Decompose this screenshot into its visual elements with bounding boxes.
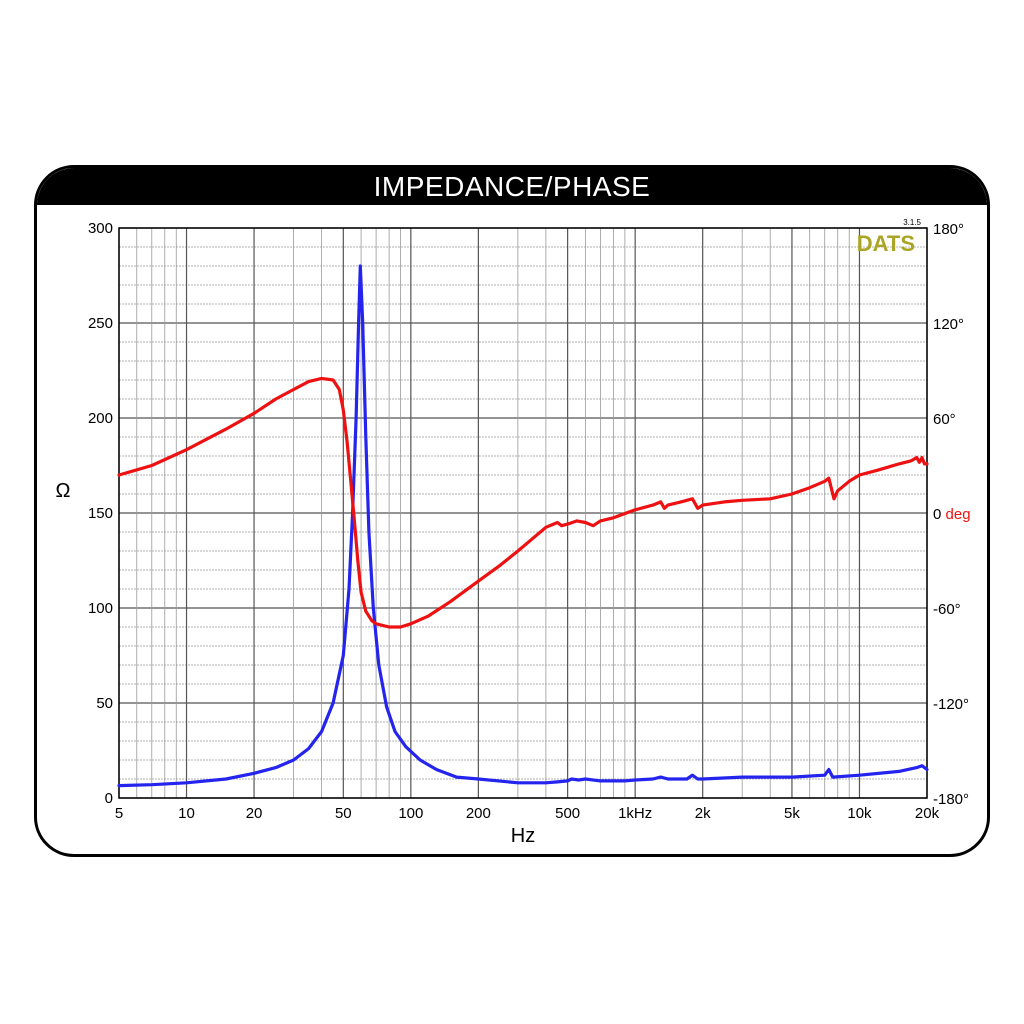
impedance-phase-chart: 0 50 100 150 200 250 300 180° 120° 60° 0 deg -60° -1… [56, 218, 971, 847]
y-tick-label: 200 [88, 410, 113, 427]
y-tick-label: 0 [105, 790, 113, 807]
y-tick-label: 100 [88, 600, 113, 617]
x-tick-label: 200 [466, 805, 491, 822]
y-tick-label: 300 [88, 220, 113, 237]
x-tick-label: 10 [178, 805, 195, 822]
y2-tick-label: -60° [933, 601, 961, 618]
x-axis-title: Hz [511, 825, 535, 847]
x-tick-label: 2k [695, 805, 711, 822]
x-tick-label: 50 [335, 805, 352, 822]
y2-tick-label: 180° [933, 221, 964, 238]
x-tick-label: 20k [915, 805, 940, 822]
brand-logo: 3.1.5 DATS [857, 218, 922, 256]
plot-border [118, 227, 928, 799]
y2-tick-label: 120° [933, 316, 964, 333]
x-tick-label: 5 [115, 805, 123, 822]
x-tick-label: 20 [246, 805, 263, 822]
grid [118, 227, 928, 799]
brand-version: 3.1.5 [903, 218, 921, 227]
y2-tick-label: 0 deg [933, 506, 971, 523]
impedance-curve [117, 264, 929, 788]
x-tick-label: 5k [784, 805, 800, 822]
x-tick-label: 100 [398, 805, 423, 822]
y2-tick-label: 60° [933, 411, 956, 428]
y2-unit-label: deg [941, 506, 970, 523]
y-tick-label: 150 [88, 505, 113, 522]
y-tick-label: 250 [88, 315, 113, 332]
x-tick-label: 1kHz [618, 805, 652, 822]
x-tick-label: 500 [555, 805, 580, 822]
y2-tick-label: -180° [933, 791, 969, 808]
y-axis-title: Ω [56, 480, 71, 502]
x-tick-label: 10k [847, 805, 872, 822]
curves [117, 264, 929, 788]
phase-curve [117, 376, 929, 629]
brand-name: DATS [857, 231, 915, 256]
y2-tick-label: -120° [933, 696, 969, 713]
chart-frame: IMPEDANCE/PHASE 0 50 100 150 200 250 300 180° 12… [34, 165, 990, 857]
chart-title: IMPEDANCE/PHASE [37, 168, 987, 205]
axis-labels: 0 50 100 150 200 250 300 180° 120° 60° 0 deg -60° -1… [56, 220, 971, 847]
y-tick-label: 50 [96, 695, 113, 712]
